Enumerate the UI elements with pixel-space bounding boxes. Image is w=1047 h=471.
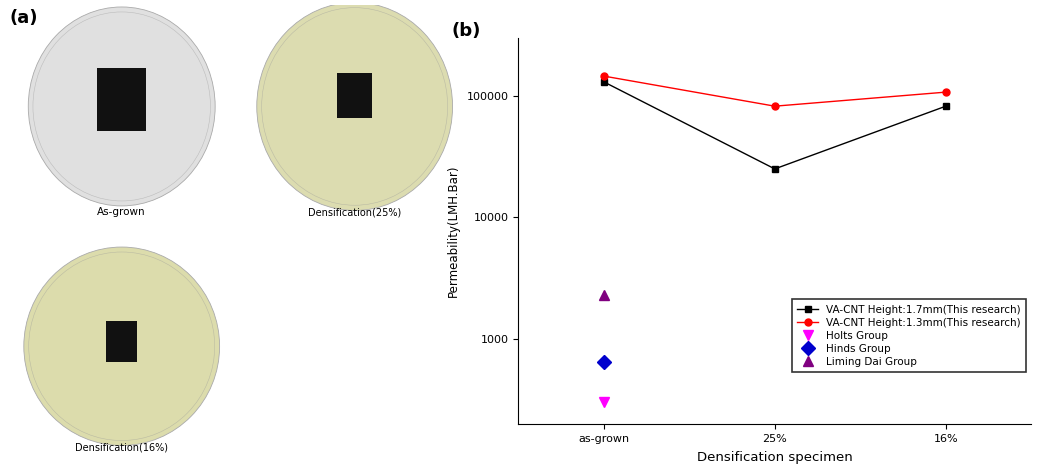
Y-axis label: Permeability(LMH.Bar): Permeability(LMH.Bar): [447, 164, 460, 297]
VA-CNT Height:1.3mm(This research): [939, 89, 952, 95]
Text: (b): (b): [451, 22, 481, 40]
Ellipse shape: [28, 252, 215, 440]
Text: Densification(25%): Densification(25%): [308, 207, 401, 217]
Text: As-grown: As-grown: [97, 207, 146, 217]
Ellipse shape: [32, 12, 210, 201]
VA-CNT Height:1.3mm(This research): [598, 73, 610, 79]
X-axis label: Densification specimen: Densification specimen: [697, 451, 852, 463]
Ellipse shape: [257, 2, 452, 211]
VA-CNT Height:1.7mm(This research): [939, 103, 952, 109]
Ellipse shape: [24, 247, 220, 446]
Legend: VA-CNT Height:1.7mm(This research), VA-CNT Height:1.3mm(This research), Holts Gr: VA-CNT Height:1.7mm(This research), VA-C…: [792, 300, 1026, 373]
Ellipse shape: [28, 7, 216, 206]
Bar: [337, 73, 373, 118]
VA-CNT Height:1.7mm(This research): [768, 166, 781, 172]
VA-CNT Height:1.3mm(This research): [768, 103, 781, 109]
Ellipse shape: [262, 8, 448, 205]
Bar: [97, 68, 147, 131]
Text: Densification(16%): Densification(16%): [75, 442, 169, 453]
Text: (a): (a): [9, 9, 38, 27]
VA-CNT Height:1.7mm(This research): [598, 79, 610, 85]
Line: VA-CNT Height:1.7mm(This research): VA-CNT Height:1.7mm(This research): [600, 78, 950, 172]
Line: VA-CNT Height:1.3mm(This research): VA-CNT Height:1.3mm(This research): [600, 73, 950, 110]
Bar: [106, 321, 137, 363]
